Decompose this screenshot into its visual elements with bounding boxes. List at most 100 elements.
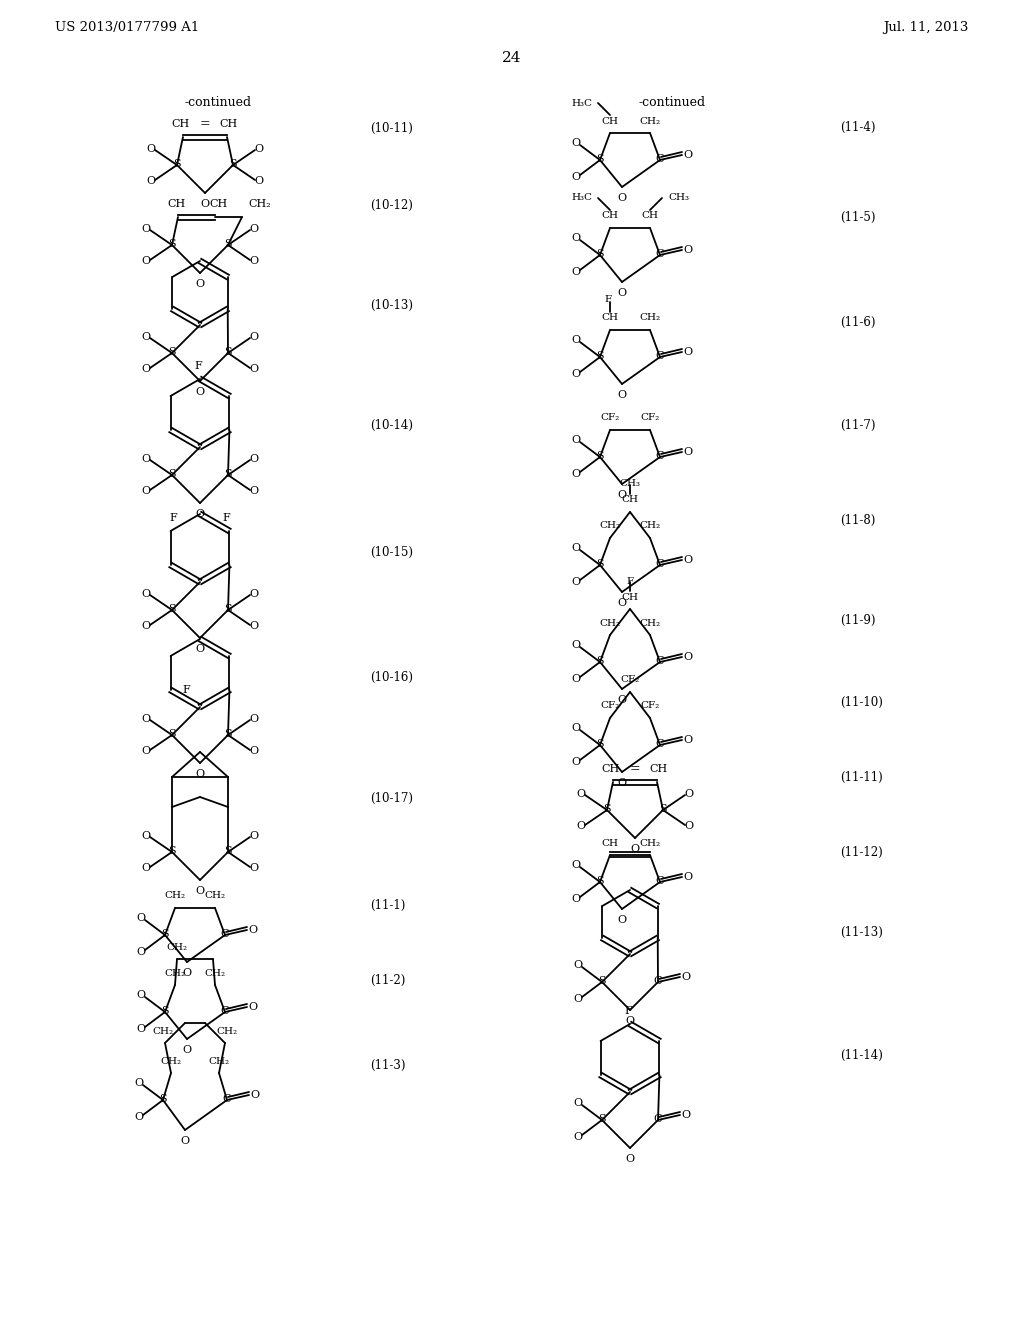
Text: O: O <box>250 620 259 631</box>
Text: CH: CH <box>210 199 228 209</box>
Text: CH₂: CH₂ <box>216 1027 238 1035</box>
Text: O: O <box>250 224 259 234</box>
Text: S: S <box>173 158 181 169</box>
Text: =: = <box>200 117 210 131</box>
Text: O: O <box>617 193 627 203</box>
Text: O: O <box>617 777 627 788</box>
Text: O: O <box>683 554 692 565</box>
Text: F: F <box>182 685 190 696</box>
Text: O: O <box>196 770 205 779</box>
Text: F: F <box>222 513 230 523</box>
Text: (11-11): (11-11) <box>840 771 883 784</box>
Text: CH: CH <box>622 495 639 504</box>
Text: S: S <box>168 239 176 249</box>
Text: (10-13): (10-13) <box>370 298 413 312</box>
Text: O: O <box>683 873 692 882</box>
Text: O: O <box>573 960 583 970</box>
Text: CH: CH <box>220 119 239 129</box>
Text: S: S <box>159 1094 167 1104</box>
Text: CH₂: CH₂ <box>165 969 185 978</box>
Text: O: O <box>196 886 205 896</box>
Text: CH₂: CH₂ <box>639 314 660 322</box>
Text: CH₃: CH₃ <box>668 194 689 202</box>
Text: O: O <box>250 746 259 756</box>
Text: C: C <box>655 351 665 360</box>
Text: CH₂: CH₂ <box>205 969 225 978</box>
Text: O: O <box>577 821 586 832</box>
Text: O: O <box>249 1002 258 1012</box>
Text: 24: 24 <box>502 51 522 65</box>
Text: O: O <box>182 968 191 978</box>
Text: CH₂: CH₂ <box>599 619 621 627</box>
Text: O: O <box>571 675 581 684</box>
Text: O: O <box>141 256 151 267</box>
Text: (11-2): (11-2) <box>370 974 406 986</box>
Text: O: O <box>571 543 581 553</box>
Text: US 2013/0177799 A1: US 2013/0177799 A1 <box>55 21 200 34</box>
Text: CH: CH <box>167 199 185 209</box>
Text: (10-14): (10-14) <box>370 418 413 432</box>
Text: F: F <box>170 513 177 523</box>
Text: O: O <box>571 370 581 379</box>
Text: (11-3): (11-3) <box>370 1059 406 1072</box>
Text: (11-6): (11-6) <box>840 315 876 329</box>
Text: O: O <box>683 150 692 160</box>
Text: O: O <box>146 144 156 154</box>
Text: (11-4): (11-4) <box>840 120 876 133</box>
Text: O: O <box>141 333 151 342</box>
Text: O: O <box>577 789 586 799</box>
Text: O: O <box>180 1137 189 1146</box>
Text: O: O <box>626 1016 635 1026</box>
Text: S: S <box>168 605 176 614</box>
Text: CH₂: CH₂ <box>165 891 185 900</box>
Text: O: O <box>617 696 627 705</box>
Text: C: C <box>221 929 229 939</box>
Text: S: S <box>168 729 176 739</box>
Text: O: O <box>573 994 583 1005</box>
Text: O: O <box>571 172 581 182</box>
Text: CH: CH <box>641 211 658 220</box>
Text: O: O <box>683 347 692 356</box>
Text: O: O <box>617 490 627 500</box>
Text: F: F <box>627 577 634 586</box>
Text: C: C <box>655 558 665 569</box>
Text: O: O <box>141 863 151 873</box>
Text: O: O <box>134 1078 143 1088</box>
Text: O: O <box>681 1110 690 1119</box>
Text: (11-8): (11-8) <box>840 513 876 527</box>
Text: H₃C: H₃C <box>571 194 592 202</box>
Text: F: F <box>624 1006 632 1016</box>
Text: CH: CH <box>622 593 639 602</box>
Text: F: F <box>604 296 611 305</box>
Text: C: C <box>653 1114 663 1125</box>
Text: O: O <box>571 436 581 445</box>
Text: CH: CH <box>650 764 668 774</box>
Text: CH: CH <box>172 119 190 129</box>
Text: CF₂: CF₂ <box>621 676 640 685</box>
Text: O: O <box>141 589 151 599</box>
Text: O: O <box>683 246 692 255</box>
Text: C: C <box>655 154 665 164</box>
Text: O: O <box>617 389 627 400</box>
Text: O: O <box>134 1111 143 1122</box>
Text: O: O <box>571 894 581 904</box>
Text: S: S <box>596 351 604 360</box>
Text: S: S <box>224 605 231 614</box>
Text: (11-1): (11-1) <box>370 899 406 912</box>
Text: S: S <box>168 347 176 356</box>
Text: CH: CH <box>601 116 618 125</box>
Text: CH: CH <box>601 211 618 220</box>
Text: Jul. 11, 2013: Jul. 11, 2013 <box>884 21 969 34</box>
Text: O: O <box>196 279 205 289</box>
Text: C: C <box>223 1094 231 1104</box>
Text: O: O <box>251 1090 259 1100</box>
Text: O: O <box>571 267 581 277</box>
Text: O: O <box>631 843 640 854</box>
Text: (10-15): (10-15) <box>370 545 413 558</box>
Text: CH: CH <box>602 764 621 774</box>
Text: O: O <box>196 387 205 397</box>
Text: S: S <box>224 347 231 356</box>
Text: O: O <box>250 454 259 465</box>
Text: S: S <box>229 158 237 169</box>
Text: S: S <box>224 846 231 855</box>
